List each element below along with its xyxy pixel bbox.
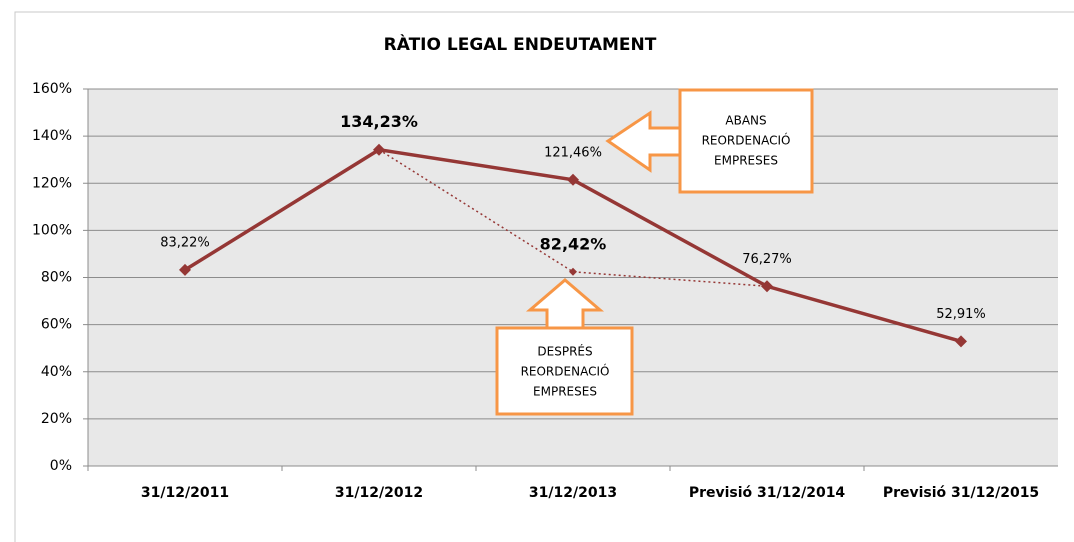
marker: [761, 280, 773, 293]
callout-arrow: [525, 278, 605, 330]
marker: [567, 173, 579, 186]
annotation-text: ABANS: [725, 114, 766, 128]
callout-box: [495, 326, 634, 416]
callout: ABANS REORDENACIÓ EMPRESES: [605, 88, 814, 194]
y-tick-label: 0%: [50, 458, 72, 474]
y-tick-label: 40%: [41, 364, 72, 380]
marker: [179, 263, 191, 276]
annotation-text: DESPRÉS: [537, 344, 592, 359]
data-label: 134,23%: [340, 112, 418, 131]
marker: [373, 143, 385, 156]
marker: [955, 335, 967, 348]
y-tick-label: 60%: [41, 317, 72, 333]
annotation-text: REORDENACIÓ: [521, 364, 610, 379]
callout-box: [678, 88, 814, 194]
y-tick-label: 100%: [32, 222, 72, 238]
data-label: 52,91%: [936, 307, 986, 322]
data-label: 76,27%: [742, 252, 792, 267]
x-tick-label: 31/12/2013: [529, 485, 617, 501]
frame: [14, 11, 1074, 542]
x-tick-label: 31/12/2011: [141, 485, 229, 501]
y-tick-label: 120%: [32, 175, 72, 191]
y-tick-label: 20%: [41, 411, 72, 427]
callout-arrow: [605, 110, 682, 173]
data-label: 83,22%: [160, 235, 210, 250]
marker: [569, 267, 577, 276]
callout: DESPRÉS REORDENACIÓ EMPRESES: [495, 278, 634, 416]
annotation-text: EMPRESES: [533, 385, 597, 399]
chart-title: RÀTIO LEGAL ENDEUTAMENT: [384, 33, 657, 55]
y-tick-label: 160%: [32, 81, 72, 97]
x-tick-label: Previsió 31/12/2015: [883, 485, 1039, 501]
annotation-text: EMPRESES: [714, 154, 778, 168]
series-line: [378, 149, 768, 288]
annotation-text: REORDENACIÓ: [702, 133, 791, 148]
y-tick-label: 140%: [32, 128, 72, 144]
data-label: 82,42%: [540, 234, 607, 253]
x-tick-label: 31/12/2012: [335, 485, 423, 501]
y-tick-label: 80%: [41, 270, 72, 286]
x-tick-label: Previsió 31/12/2014: [689, 485, 846, 501]
data-label: 121,46%: [544, 145, 602, 160]
